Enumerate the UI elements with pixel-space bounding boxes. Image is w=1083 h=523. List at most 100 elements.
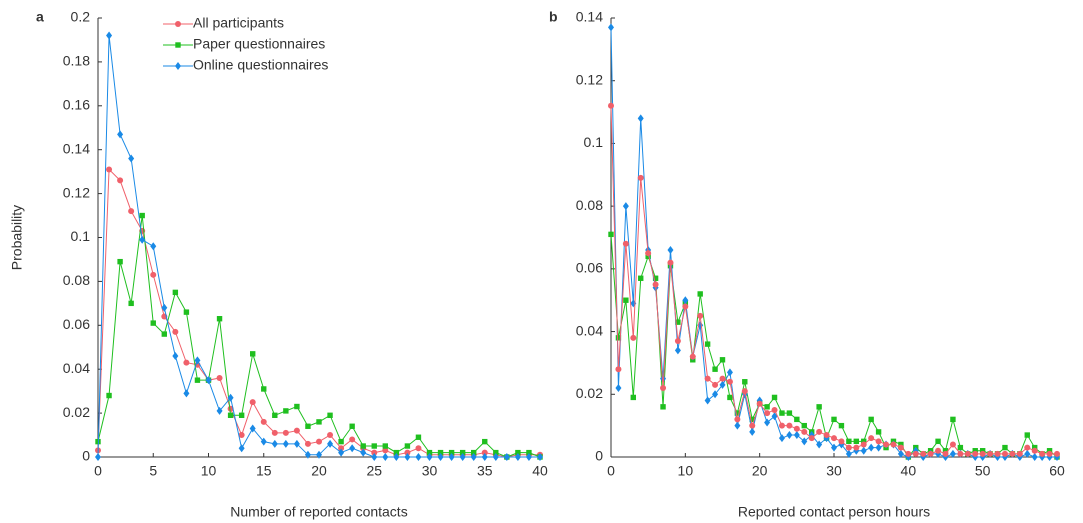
marker [778,422,785,429]
marker [227,405,234,412]
marker [935,438,941,445]
marker [293,439,300,448]
marker [183,389,190,398]
marker [393,449,400,456]
series-line [97,168,540,458]
marker [139,235,146,244]
marker [749,427,756,436]
marker [503,453,510,461]
x-tick-label: 35 [477,463,493,479]
marker [1024,444,1031,451]
marker [482,438,488,445]
marker [183,309,190,315]
marker [838,422,845,429]
marker [238,412,245,418]
marker [360,443,366,449]
marker [794,416,800,423]
marker [382,453,389,461]
marker [128,208,135,215]
marker [608,23,614,32]
marker [608,102,614,109]
marker [719,375,726,382]
y-tick-label: 0.14 [63,140,90,156]
y-tick-label: 0.16 [63,97,90,113]
marker [756,400,763,407]
marker [935,447,942,454]
marker [106,392,112,399]
marker [316,438,322,445]
marker [897,449,904,458]
marker [689,353,696,360]
marker [150,242,157,251]
marker [106,31,113,40]
x-tick-label: 50 [975,463,991,479]
marker [868,435,875,442]
marker [349,423,355,429]
marker [426,453,433,461]
marker [227,393,234,402]
marker [875,438,882,445]
y-tick-label: 0 [595,448,603,464]
marker [645,250,652,257]
marker [459,449,466,456]
marker [360,448,367,457]
marker [987,450,994,457]
legend-label: All participants [193,15,284,31]
marker [652,275,659,281]
marker [327,439,334,448]
marker [117,130,124,139]
marker [912,450,919,457]
marker [227,412,234,418]
marker [415,445,422,452]
marker [316,450,322,459]
marker [526,449,532,456]
marker [704,375,711,382]
marker [726,378,733,385]
marker [793,425,800,432]
marker [764,404,770,410]
marker [117,177,124,184]
marker [106,166,113,173]
marker [515,449,521,456]
marker [282,439,289,448]
marker [801,422,807,429]
marker [183,359,190,366]
marker [1039,450,1046,457]
marker [271,439,278,448]
legend-label: Paper questionnaires [193,36,325,52]
marker [150,320,156,326]
marker [957,444,964,451]
marker [1031,447,1038,454]
marker [327,412,333,418]
marker [161,331,167,337]
marker [1054,450,1060,457]
marker [845,449,852,458]
marker [652,281,659,288]
marker [615,366,622,373]
marker [338,448,345,457]
marker [719,357,726,363]
marker [437,453,444,461]
marker [338,438,344,445]
marker [283,408,289,414]
marker [638,275,644,281]
marker [860,441,867,448]
marker [734,421,741,430]
marker [338,445,345,452]
marker [704,341,711,347]
marker [831,443,837,452]
marker [327,432,334,439]
marker [1031,453,1038,461]
marker [697,291,703,297]
marker [712,390,719,399]
marker [1024,449,1031,458]
marker [972,450,979,457]
marker [637,174,644,181]
marker [667,259,674,266]
marker [883,441,890,448]
y-tick-label: 0.14 [576,9,603,25]
marker [860,446,867,455]
marker [719,380,726,389]
marker [764,418,771,427]
panel-label: a [36,9,44,25]
